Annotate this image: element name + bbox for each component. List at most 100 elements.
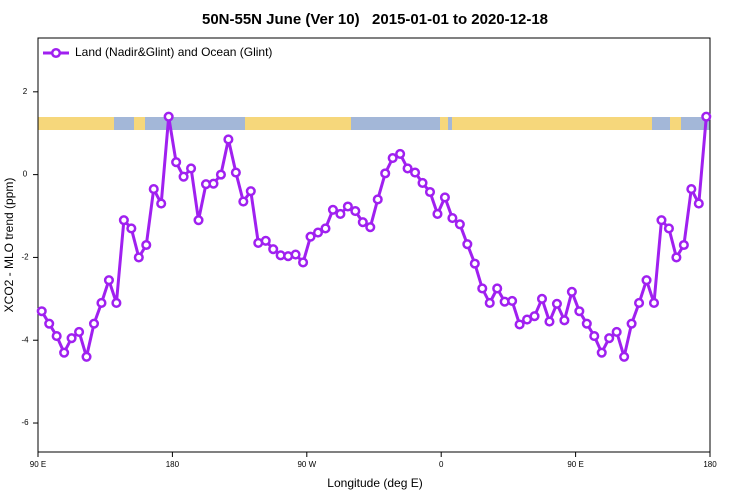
data-point [641, 275, 652, 286]
data-point [103, 275, 114, 286]
data-point [342, 201, 353, 212]
data-point [305, 231, 316, 242]
data-point [656, 215, 667, 226]
data-point [215, 169, 226, 180]
data-point [387, 153, 398, 164]
data-point [238, 196, 249, 207]
data-point [357, 217, 368, 228]
data-point [424, 186, 436, 198]
x-tick-label: 180 [166, 460, 180, 469]
land-ocean-band [38, 117, 710, 130]
data-point [223, 134, 234, 145]
data-point [74, 326, 85, 337]
plot-frame [37, 37, 711, 453]
data-point [492, 283, 503, 294]
data-point [536, 293, 548, 304]
data-point [36, 306, 47, 317]
data-point [581, 318, 592, 329]
data-point [410, 167, 421, 178]
data-point [611, 326, 622, 337]
data-point [544, 316, 555, 327]
data-point [260, 235, 271, 246]
data-point [298, 257, 309, 268]
data-point [312, 227, 324, 238]
data-point [66, 333, 77, 344]
data-point [439, 192, 450, 203]
data-point [290, 249, 301, 260]
data-point [193, 215, 204, 226]
x-tick-label: 0 [439, 460, 444, 469]
x-tick-label: 90 E [567, 460, 583, 469]
land-band [670, 117, 681, 130]
data-point [51, 331, 62, 342]
y-tick-label: -4 [21, 335, 29, 344]
data-point [268, 244, 279, 255]
data-point [663, 223, 674, 234]
data-point [96, 297, 107, 309]
x-tick-label: 90 E [30, 460, 46, 469]
data-point [469, 258, 480, 269]
data-point [118, 215, 129, 226]
x-axis-label: Longitude (deg E) [327, 476, 422, 490]
data-point [335, 208, 346, 219]
data-point [484, 297, 495, 309]
data-point [671, 252, 682, 263]
land-band [134, 117, 145, 130]
data-point [648, 297, 660, 309]
data-point [141, 239, 152, 251]
data-point [148, 184, 159, 195]
data-point [477, 283, 488, 294]
x-tick-label: 90 W [297, 460, 316, 469]
data-point [462, 239, 473, 250]
data-point [417, 177, 428, 188]
data-point [380, 168, 391, 179]
data-point [574, 306, 585, 317]
land-band [38, 117, 114, 130]
y-tick-label: -2 [21, 253, 29, 262]
data-point [186, 163, 197, 174]
data-point [619, 351, 630, 362]
data-point [693, 198, 704, 209]
data-point [447, 213, 458, 224]
data-point [178, 171, 189, 182]
data-point [245, 186, 256, 197]
data-point [402, 163, 413, 174]
data-point [111, 297, 122, 309]
land-band [440, 117, 448, 130]
data-point [327, 204, 338, 215]
data-point [350, 206, 361, 217]
data-point [589, 331, 600, 342]
data-point [171, 157, 182, 168]
land-band [245, 117, 351, 130]
data-point [596, 347, 607, 358]
data-point [566, 286, 577, 297]
data-point [133, 252, 144, 263]
chart-title: 50N-55N June (Ver 10) 2015-01-01 to 2020… [202, 11, 548, 28]
y-tick-label: 2 [23, 87, 28, 96]
data-point [44, 318, 55, 329]
data-point [395, 148, 406, 159]
legend-marker [50, 47, 62, 59]
data-point [604, 333, 615, 344]
data-point [320, 223, 331, 234]
data-point [372, 194, 383, 205]
data-point [678, 239, 689, 251]
data-point [701, 111, 712, 122]
data-point [163, 111, 174, 122]
y-tick-label: -6 [21, 418, 29, 427]
data-point [365, 222, 376, 233]
data-line [40, 115, 708, 359]
land-band [452, 117, 652, 130]
data-point [432, 208, 443, 219]
data-point [81, 351, 92, 362]
data-point [156, 198, 167, 209]
data-point [626, 318, 637, 329]
data-point [634, 297, 645, 309]
y-tick-label: 0 [23, 170, 28, 179]
data-point [454, 219, 465, 230]
data-point [514, 319, 525, 330]
data-point [230, 167, 241, 178]
x-tick-label: 180 [703, 460, 717, 469]
data-point [529, 311, 540, 322]
